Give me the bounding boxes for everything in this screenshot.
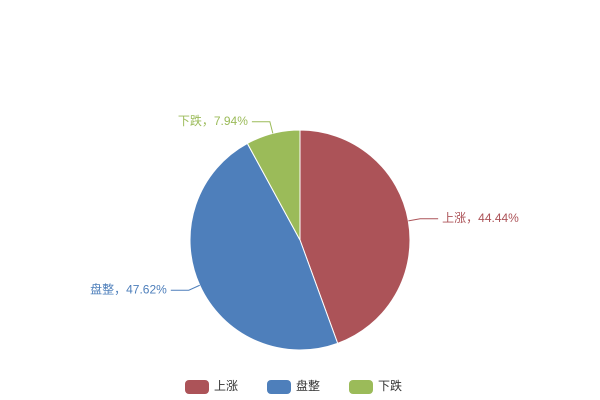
legend-label: 盘整 — [296, 378, 320, 393]
leader-line — [251, 121, 274, 134]
legend-label: 下跌 — [378, 378, 402, 393]
pie-slice — [246, 129, 301, 241]
legend-swatch — [267, 380, 291, 394]
data-label: 上涨，44.44% — [442, 210, 519, 225]
legend-label: 上涨 — [214, 378, 238, 393]
leader-line — [170, 284, 200, 291]
legend-swatch — [185, 380, 209, 394]
leader-line — [408, 218, 439, 222]
legend-swatch — [349, 380, 373, 394]
data-label: 下跌，7.94% — [178, 113, 248, 128]
data-label: 盘整，47.62% — [90, 281, 167, 296]
